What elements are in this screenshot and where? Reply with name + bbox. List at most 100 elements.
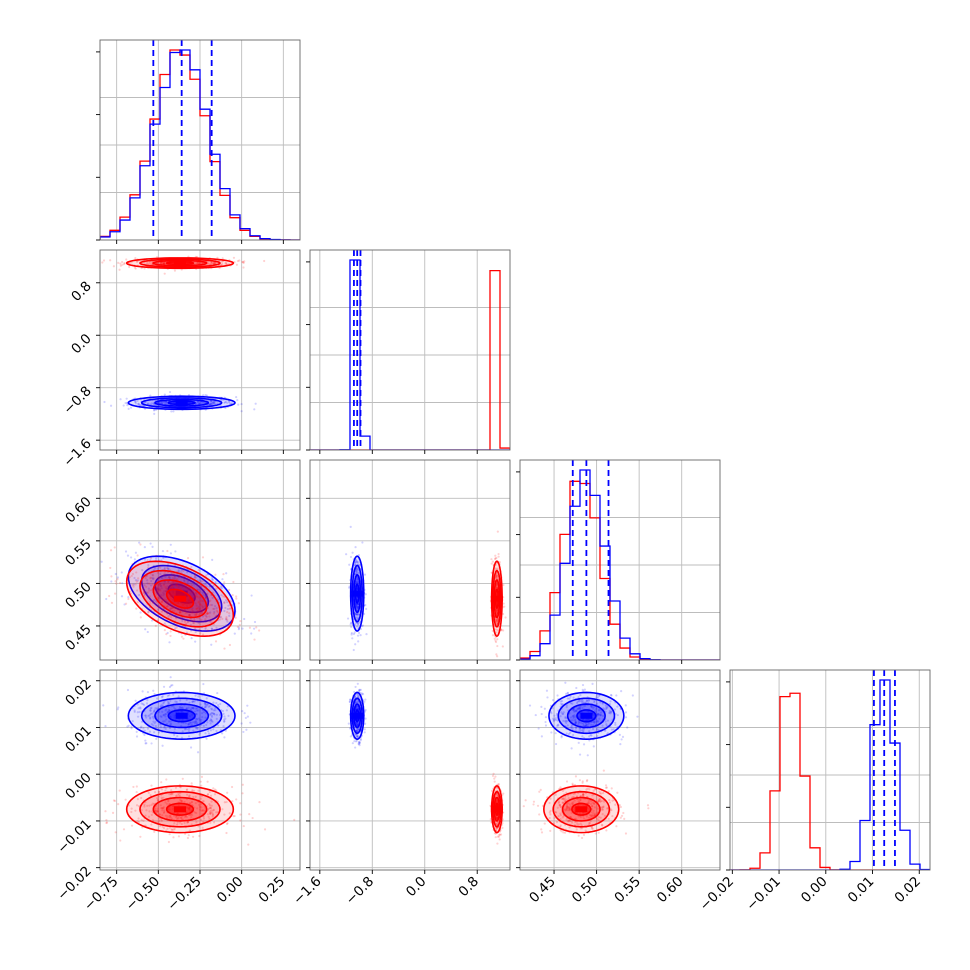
scatter-point <box>114 572 117 576</box>
scatter-point <box>210 261 213 264</box>
scatter-point <box>183 821 186 825</box>
scatter-point <box>143 733 146 736</box>
scatter-point <box>567 732 571 736</box>
scatter-point <box>606 719 610 722</box>
panel-p2-vs-p2 <box>516 459 721 664</box>
scatter-point <box>226 822 229 825</box>
scatter-point <box>159 725 162 729</box>
scatter-point <box>186 788 189 791</box>
scatter-point <box>206 813 209 816</box>
scatter-point <box>165 778 168 781</box>
scatter-point <box>496 574 499 578</box>
scatter-point <box>572 708 575 711</box>
scatter-point <box>162 685 166 688</box>
scatter-point <box>566 802 569 805</box>
scatter-point <box>135 790 138 794</box>
scatter-point <box>173 822 176 825</box>
scatter-point <box>173 576 176 580</box>
scatter-point <box>179 816 183 819</box>
scatter-point <box>212 709 216 712</box>
scatter-point <box>235 597 238 600</box>
scatter-point <box>221 709 225 713</box>
scatter-point <box>192 621 196 625</box>
scatter-point <box>205 597 208 600</box>
scatter-point <box>581 735 584 738</box>
scatter-point <box>596 728 599 731</box>
scatter-point <box>151 819 155 822</box>
scatter-point <box>561 712 565 716</box>
scatter-point <box>494 554 497 557</box>
scatter-point <box>186 821 189 824</box>
scatter-point <box>357 742 360 745</box>
scatter-point <box>349 698 352 702</box>
scatter-point <box>493 780 496 783</box>
scatter-point <box>208 806 211 810</box>
y-tick-label: −1.6 <box>60 436 94 470</box>
scatter-point <box>155 737 158 740</box>
scatter-point <box>609 711 612 714</box>
scatter-point <box>156 596 160 600</box>
y-tick-label: 0.60 <box>62 494 95 527</box>
scatter-point <box>183 728 187 731</box>
scatter-point <box>585 724 588 727</box>
scatter-point <box>191 789 194 792</box>
scatter-point <box>498 838 501 841</box>
contour-level-1-series-0 <box>154 574 210 614</box>
scatter-point <box>142 590 146 593</box>
scatter-point <box>160 600 164 604</box>
scatter-point <box>168 815 171 818</box>
scatter-point <box>163 720 166 723</box>
scatter-point <box>90 595 92 597</box>
scatter-point <box>162 714 165 717</box>
scatter-point <box>573 710 576 713</box>
scatter-point <box>356 694 359 697</box>
scatter-point <box>167 580 170 583</box>
scatter-point <box>355 729 358 732</box>
x-tick-label: 0.25 <box>256 874 289 907</box>
scatter-point <box>210 708 214 711</box>
scatter-point <box>196 707 199 710</box>
scatter-point <box>146 699 149 702</box>
scatter-point <box>154 624 157 627</box>
scatter-point <box>233 814 236 818</box>
scatter-point <box>194 694 197 697</box>
x-tick-label: 0.00 <box>214 874 247 907</box>
scatter-point <box>575 726 578 730</box>
scatter-point <box>495 556 498 560</box>
scatter-point <box>168 614 172 617</box>
scatter-point <box>501 645 504 648</box>
scatter-point <box>137 805 141 808</box>
contour-level-2-series-1 <box>139 790 221 828</box>
scatter-point <box>167 567 170 571</box>
scatter-point <box>579 694 582 697</box>
scatter-point <box>349 623 352 626</box>
scatter-point <box>495 816 498 819</box>
scatter-point <box>143 594 146 597</box>
scatter-point <box>577 720 580 723</box>
scatter-point <box>158 597 161 600</box>
scatter-point <box>208 612 211 615</box>
scatter-point <box>103 400 106 404</box>
scatter-point <box>540 712 543 716</box>
scatter-point <box>210 603 214 607</box>
scatter-point <box>216 256 219 259</box>
scatter-point <box>190 815 193 819</box>
scatter-point <box>231 594 234 597</box>
scatter-point <box>150 402 153 405</box>
scatter-point <box>355 723 359 726</box>
scatter-point <box>356 735 359 738</box>
scatter-point <box>496 816 499 819</box>
scatter-point <box>355 561 359 564</box>
scatter-point <box>212 808 215 812</box>
scatter-point <box>192 596 195 599</box>
scatter-point <box>357 728 360 731</box>
scatter-point <box>187 722 190 725</box>
scatter-point <box>204 704 207 707</box>
scatter-point <box>177 586 180 589</box>
scatter-point <box>183 620 187 623</box>
scatter-point <box>158 813 161 816</box>
scatter-point <box>191 700 194 703</box>
scatter-point <box>184 611 187 615</box>
scatter-point <box>162 806 165 809</box>
scatter-point <box>496 619 499 622</box>
